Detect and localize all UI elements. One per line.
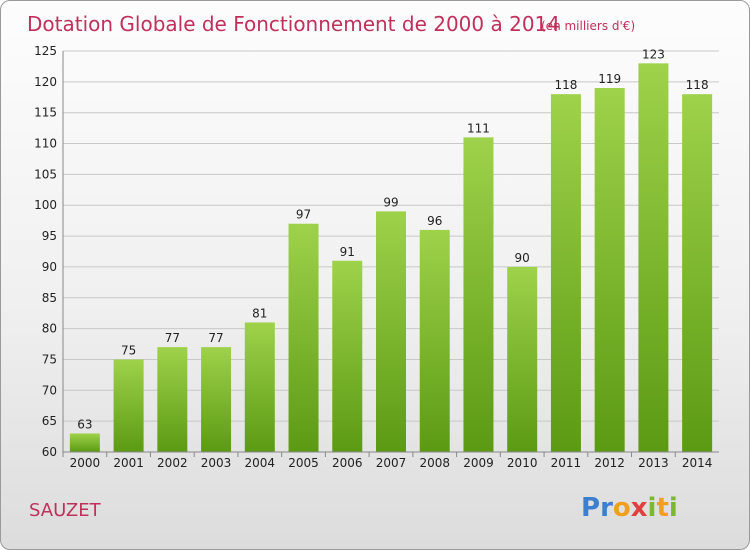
y-tick-label: 115 <box>34 106 57 120</box>
logo-letter: r <box>600 493 613 523</box>
x-tick-label: 2006 <box>332 456 363 470</box>
x-tick-label: 2011 <box>551 456 582 470</box>
axes: 60 65 70 75 80 85 90 95 100 105 110 115 120 125 2000 20… <box>34 44 719 470</box>
x-tick-label: 2001 <box>113 456 144 470</box>
bar <box>376 211 406 452</box>
bar <box>201 347 232 452</box>
bar <box>463 137 494 452</box>
chart-subtitle: (en milliers d'€) <box>541 19 635 33</box>
bar <box>157 347 188 452</box>
logo-letter: i <box>648 493 657 523</box>
x-tick-label: 2004 <box>245 456 276 470</box>
y-tick-label: 90 <box>42 260 57 274</box>
bar-value-label: 118 <box>554 78 577 92</box>
bar <box>244 322 275 452</box>
bar-value-label: 90 <box>515 251 530 265</box>
x-tick-label: 2012 <box>594 456 625 470</box>
x-tick-label: 2003 <box>201 456 232 470</box>
x-tick-label: 2009 <box>463 456 494 470</box>
bar-value-label: 75 <box>121 343 136 357</box>
commune-name: SAUZET <box>29 500 102 521</box>
bar-value-label: 96 <box>427 214 442 228</box>
bar-value-label: 63 <box>77 417 92 431</box>
bar <box>594 88 625 452</box>
bar-value-label: 118 <box>686 78 709 92</box>
bar-value-label: 119 <box>598 72 621 86</box>
y-tick-label: 80 <box>42 322 57 336</box>
x-tick-label: 2000 <box>70 456 101 470</box>
x-tick-label: 2005 <box>288 456 319 470</box>
bar-value-label: 123 <box>642 47 665 61</box>
logo-letter: x <box>631 493 648 523</box>
y-tick-label: 125 <box>34 44 57 58</box>
y-tick-label: 60 <box>42 445 57 459</box>
bar <box>507 266 538 452</box>
bar-value-label: 77 <box>165 331 180 345</box>
bar <box>638 63 669 452</box>
bar <box>419 229 450 452</box>
y-tick-label: 105 <box>34 167 57 181</box>
bars: 63 75 77 77 81 97 91 99 96 111 90 118 119 123 118 <box>69 47 713 452</box>
bar-value-label: 111 <box>467 121 490 135</box>
bar-value-label: 97 <box>296 208 311 222</box>
y-tick-label: 120 <box>34 75 57 89</box>
logo-letter: i <box>669 493 678 523</box>
x-tick-label: 2013 <box>638 456 669 470</box>
bar-value-label: 81 <box>252 306 267 320</box>
bar <box>113 359 144 452</box>
bar <box>550 94 581 452</box>
logo-letter: o <box>613 493 631 523</box>
bar-value-label: 99 <box>383 195 398 209</box>
x-tick-label: 2002 <box>157 456 188 470</box>
y-tick-label: 110 <box>34 137 57 151</box>
x-tick-label: 2010 <box>507 456 538 470</box>
chart-title: Dotation Globale de Fonctionnement de 20… <box>27 12 560 36</box>
bar-value-label: 91 <box>340 245 355 259</box>
y-tick-label: 95 <box>42 229 57 243</box>
y-tick-label: 85 <box>42 291 57 305</box>
logo-letter: P <box>581 493 600 523</box>
proxiti-logo: Proxiti <box>581 493 678 523</box>
x-tick-label: 2014 <box>682 456 713 470</box>
y-tick-label: 65 <box>42 414 57 428</box>
bar <box>69 433 100 452</box>
y-tick-label: 75 <box>42 352 57 366</box>
bar <box>288 223 319 452</box>
x-tick-label: 2007 <box>376 456 407 470</box>
bar-value-label: 77 <box>208 331 223 345</box>
x-tick-label: 2008 <box>419 456 450 470</box>
y-tick-label: 70 <box>42 383 57 397</box>
bar <box>682 94 713 452</box>
y-tick-label: 100 <box>34 198 57 212</box>
bar <box>332 260 363 452</box>
logo-letter: t <box>656 493 668 523</box>
